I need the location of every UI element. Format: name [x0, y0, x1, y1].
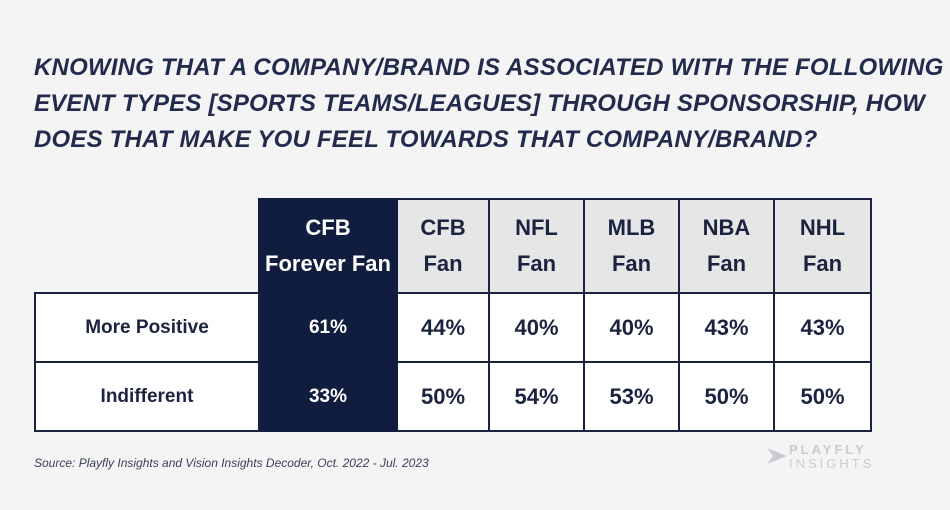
playfly-arrow-icon: [767, 448, 787, 464]
title-line-2: EVENT TYPES [SPORTS TEAMS/LEAGUES] THROU…: [34, 90, 926, 117]
title-line-1: KNOWING THAT A COMPANY/BRAND IS ASSOCIAT…: [34, 54, 944, 81]
table-cell: 54%: [488, 361, 585, 432]
column-header-line1: NFL: [515, 215, 558, 240]
playfly-logo: PLAYFLY INSIGHTS: [767, 440, 879, 472]
table-cell: 40%: [583, 292, 680, 363]
table-cell: 50%: [678, 361, 775, 432]
table-cell: 53%: [583, 361, 680, 432]
table-cell: 50%: [396, 361, 490, 432]
header-row: CFB Forever Fan CFB Fan NFL Fan MLB Fan …: [35, 198, 872, 294]
logo-line2: INSIGHTS: [789, 456, 875, 471]
table-cell: 43%: [678, 292, 775, 363]
source-note: Source: Playfly Insights and Vision Insi…: [34, 456, 429, 470]
column-header-cfb-fan: CFB Fan: [396, 198, 490, 294]
column-header-line2: Fan: [516, 251, 557, 276]
sentiment-table: CFB Forever Fan CFB Fan NFL Fan MLB Fan …: [34, 198, 872, 432]
column-header-line2: Fan: [706, 251, 747, 276]
table-row-more-positive: More Positive 61% 44% 40% 40% 43% 43%: [34, 292, 872, 363]
corner-cell: [35, 199, 259, 293]
row-label: More Positive: [34, 292, 260, 363]
column-header-mlb-fan: MLB Fan: [583, 198, 680, 294]
table-cell: 61%: [258, 292, 398, 363]
column-header-line2: Forever Fan: [265, 251, 391, 276]
table-cell: 44%: [396, 292, 490, 363]
column-header-cfb-forever-fan: CFB Forever Fan: [258, 198, 398, 294]
row-label: Indifferent: [34, 361, 260, 432]
column-header-line1: CFB: [420, 215, 466, 240]
column-header-nfl-fan: NFL Fan: [488, 198, 585, 294]
column-header-nba-fan: NBA Fan: [678, 198, 775, 294]
column-header-line1: NBA: [702, 215, 751, 240]
column-header-line1: MLB: [607, 215, 656, 240]
logo-line1: PLAYFLY: [789, 442, 867, 457]
table-cell: 33%: [258, 361, 398, 432]
column-header-line2: Fan: [802, 251, 843, 276]
column-header-line2: Fan: [611, 251, 652, 276]
question-title: KNOWING THAT A COMPANY/BRAND IS ASSOCIAT…: [34, 50, 944, 158]
table-row-indifferent: Indifferent 33% 50% 54% 53% 50% 50%: [34, 361, 872, 432]
title-line-3: DOES THAT MAKE YOU FEEL TOWARDS THAT COM…: [34, 126, 818, 153]
table-cell: 50%: [773, 361, 872, 432]
column-header-line1: NHL: [799, 215, 846, 240]
column-header-nhl-fan: NHL Fan: [773, 198, 872, 294]
column-header-line1: CFB: [305, 215, 351, 240]
table-cell: 43%: [773, 292, 872, 363]
column-header-line2: Fan: [423, 251, 463, 276]
table-cell: 40%: [488, 292, 585, 363]
